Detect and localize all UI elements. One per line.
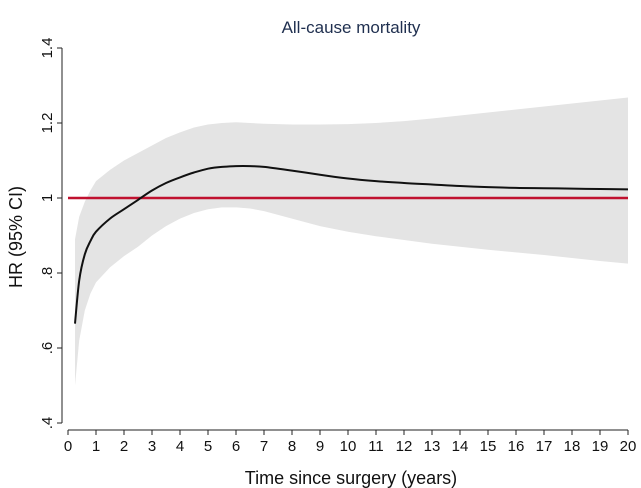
y-tick-label: 1 xyxy=(39,194,56,202)
x-tick-label: 9 xyxy=(316,438,324,455)
x-tick-label: 3 xyxy=(148,438,156,455)
x-tick-label: 12 xyxy=(396,438,413,455)
x-tick-label: 17 xyxy=(536,438,553,455)
x-tick-label: 1 xyxy=(92,438,100,455)
x-tick-label: 4 xyxy=(176,438,184,455)
x-tick-label: 16 xyxy=(508,438,525,455)
y-axis-label: HR (95% CI) xyxy=(6,186,26,288)
x-tick-label: 10 xyxy=(340,438,357,455)
x-tick-label: 5 xyxy=(204,438,212,455)
y-tick-label: 1.2 xyxy=(39,113,56,134)
x-tick-label: 8 xyxy=(288,438,296,455)
y-tick-label: 1.4 xyxy=(39,38,56,59)
y-tick-label: .6 xyxy=(39,342,56,355)
x-tick-label: 2 xyxy=(120,438,128,455)
y-tick-label: .4 xyxy=(39,417,56,430)
x-tick-label: 15 xyxy=(480,438,497,455)
x-tick-label: 14 xyxy=(452,438,469,455)
x-tick-label: 7 xyxy=(260,438,268,455)
x-tick-label: 0 xyxy=(64,438,72,455)
x-axis-label: Time since surgery (years) xyxy=(245,468,457,488)
confidence-interval-band xyxy=(75,97,628,386)
y-axis-ticks: .4 .6 .8 1 1.2 1.4 xyxy=(39,38,62,430)
x-tick-label: 19 xyxy=(592,438,609,455)
x-tick-label: 13 xyxy=(424,438,441,455)
hazard-ratio-line xyxy=(74,165,629,324)
x-tick-label: 6 xyxy=(232,438,240,455)
y-tick-label: .8 xyxy=(39,267,56,280)
x-tick-label: 18 xyxy=(564,438,581,455)
x-tick-label: 20 xyxy=(620,438,637,455)
chart-title: All-cause mortality xyxy=(282,18,421,37)
x-axis-ticks: 0 1 2 3 4 5 6 7 8 9 10 11 12 13 14 15 16 17 18 19 20 xyxy=(64,430,637,455)
x-tick-label: 11 xyxy=(368,438,384,455)
